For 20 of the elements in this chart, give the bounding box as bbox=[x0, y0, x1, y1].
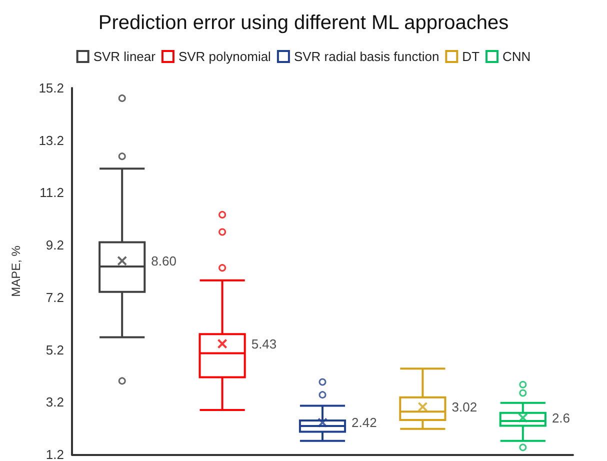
text: 3.02 bbox=[452, 399, 478, 414]
text: 8.60 bbox=[151, 253, 176, 268]
text: 2.42 bbox=[352, 415, 377, 430]
y-tick-label: 11.2 bbox=[40, 185, 64, 200]
y-tick-label: 1.2 bbox=[46, 447, 64, 461]
legend-label: SVR polynomial bbox=[178, 49, 272, 64]
y-axis-title: MAPE, % bbox=[9, 245, 23, 297]
y-tick-label: 15.2 bbox=[38, 80, 64, 96]
y-tick-label: 5.2 bbox=[46, 342, 64, 358]
legend-label: SVR linear bbox=[93, 49, 156, 64]
text: 2.6 bbox=[552, 410, 570, 426]
legend-label: SVR radial basis function bbox=[294, 49, 440, 64]
legend-label: DT bbox=[462, 49, 480, 64]
legend-label: CNN bbox=[502, 49, 531, 64]
y-tick-label: 9.2 bbox=[46, 238, 64, 253]
y-tick-label: 3.2 bbox=[46, 394, 64, 410]
y-tick-label: 7.2 bbox=[46, 290, 64, 305]
y-tick-label: 13.2 bbox=[38, 132, 64, 148]
chart-title: Prediction error using different ML approaches bbox=[98, 12, 509, 34]
text: 5.43 bbox=[251, 336, 277, 352]
